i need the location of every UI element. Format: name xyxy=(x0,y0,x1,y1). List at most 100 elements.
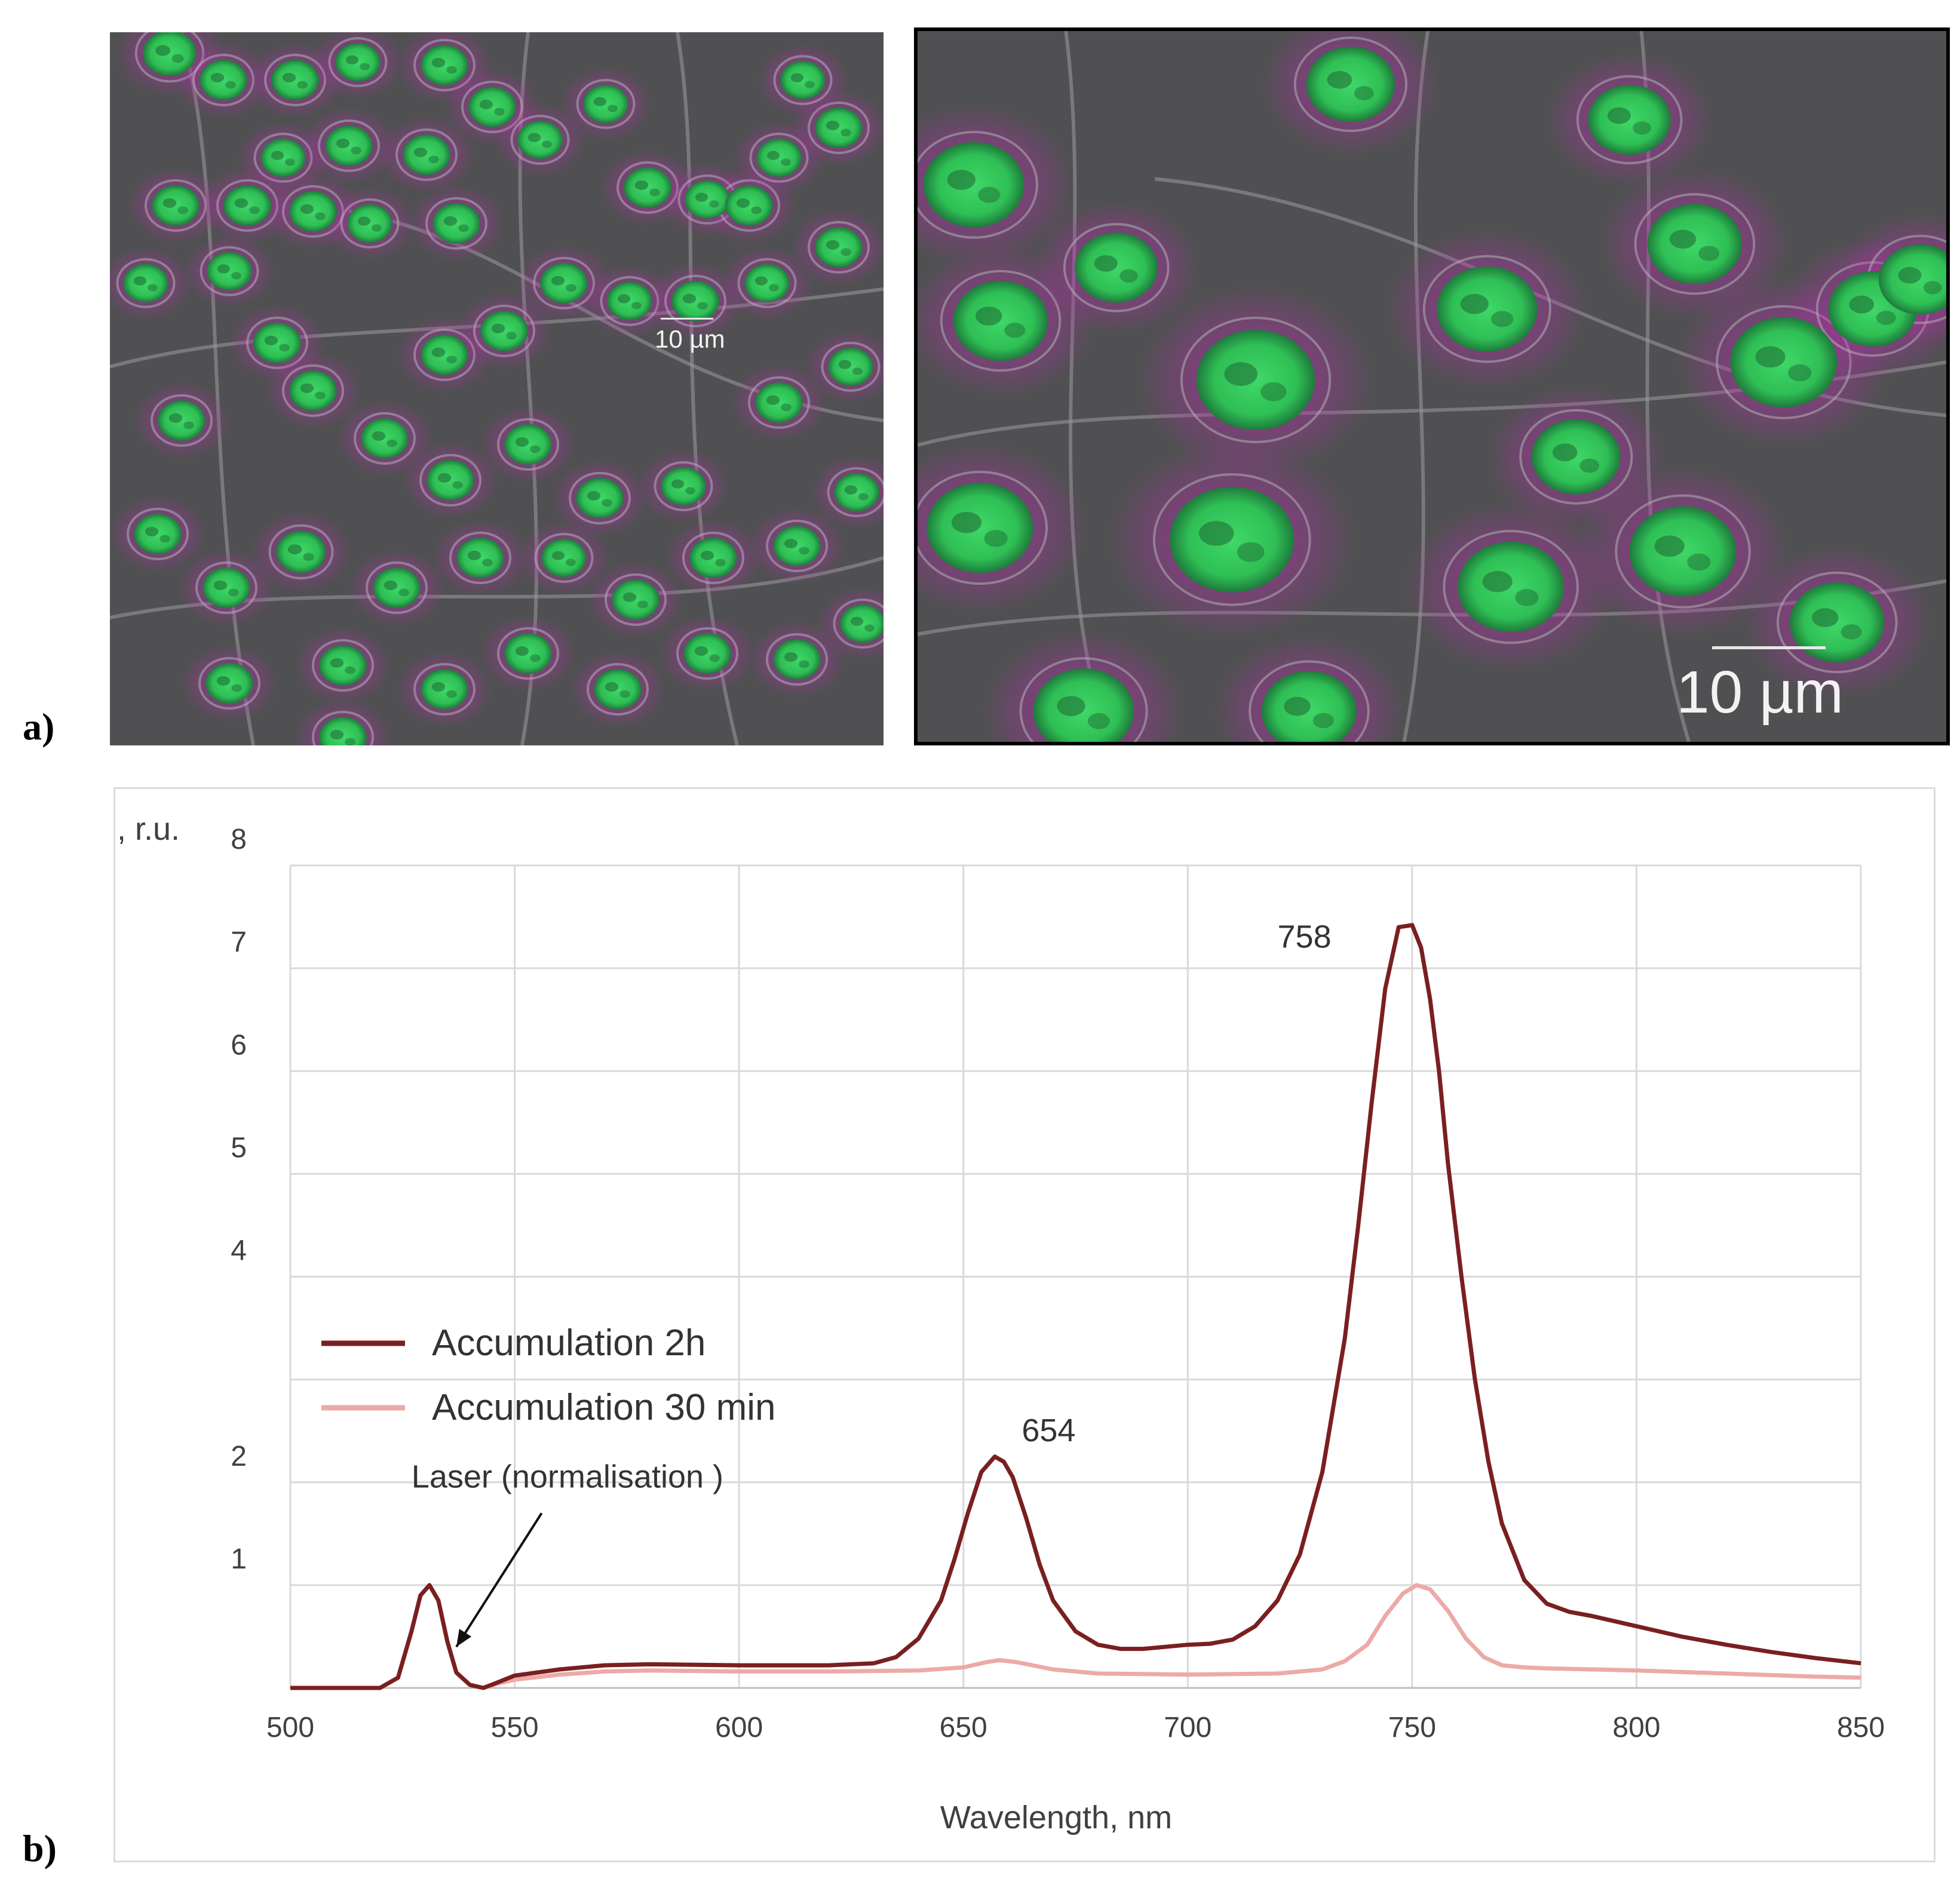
ticks: 500 550 600 650 700 750 800 850 1 2 4 5 6 7 8 xyxy=(231,824,1885,1743)
cell-nucleus xyxy=(504,633,552,674)
cell-nucleus xyxy=(207,251,252,291)
cell-nucleus xyxy=(744,263,790,303)
cell-nucleus xyxy=(773,639,821,680)
cell-nucleus xyxy=(834,472,879,512)
cell-nucleus xyxy=(456,538,504,578)
scale-bar-left-line xyxy=(661,318,713,320)
legend: Accumulation 2h Accumulation 30 min xyxy=(321,1322,776,1428)
x-tick-label: 600 xyxy=(715,1712,763,1743)
cell-nucleus xyxy=(276,530,326,573)
cell-nucleus xyxy=(1170,487,1295,593)
cell-nucleus xyxy=(1629,506,1737,597)
cell-nucleus xyxy=(624,167,671,208)
y-tick-label: 6 xyxy=(231,1029,247,1061)
cell-nucleus xyxy=(594,669,642,710)
cell-nucleus xyxy=(123,263,168,303)
cell-nucleus xyxy=(319,645,367,686)
cell-nucleus xyxy=(433,203,480,244)
cell-nucleus xyxy=(773,526,821,566)
cell-nucleus xyxy=(540,263,588,303)
x-tick-label: 850 xyxy=(1837,1712,1885,1743)
cell-nucleus xyxy=(335,42,381,82)
cell-nucleus xyxy=(271,60,319,100)
cell-nucleus xyxy=(725,185,773,226)
scale-bar-right-line xyxy=(1712,646,1826,649)
cell-nucleus xyxy=(1306,46,1395,122)
panel-label-b: b) xyxy=(23,1827,57,1870)
cell-nucleus xyxy=(1457,541,1565,633)
cell-nucleus xyxy=(780,60,826,100)
x-tick-label: 750 xyxy=(1388,1712,1436,1743)
y-tick-label: 8 xyxy=(231,824,247,855)
cell-nucleus xyxy=(421,669,468,710)
cell-nucleus xyxy=(1075,232,1158,303)
annotation-label: 758 xyxy=(1278,919,1332,955)
annotation-label: Laser (normalisation ) xyxy=(412,1459,723,1494)
cell-nucleus xyxy=(1789,582,1885,663)
cell-nucleus xyxy=(325,125,373,166)
cell-nucleus xyxy=(319,717,367,745)
cell-nucleus xyxy=(1531,419,1621,495)
series-layer xyxy=(290,923,1861,1690)
y-tick-label: 1 xyxy=(231,1543,247,1575)
micrograph-left: 10 µm xyxy=(110,32,884,745)
cell-nucleus xyxy=(689,538,737,578)
cell-nucleus xyxy=(152,185,200,226)
cell-nucleus xyxy=(755,382,803,423)
legend-entry: Accumulation 30 min xyxy=(432,1387,776,1428)
cell-nucleus xyxy=(1588,84,1671,155)
cell-nucleus xyxy=(253,323,301,363)
y-tick-label: 7 xyxy=(231,926,247,958)
cell-nucleus xyxy=(200,60,247,100)
cell-nucleus xyxy=(607,281,652,321)
cell-nucleus xyxy=(480,311,528,351)
x-tick-label: 700 xyxy=(1164,1712,1211,1743)
micrograph-left-image xyxy=(110,32,884,745)
cell-nucleus xyxy=(923,142,1025,228)
cell-nucleus xyxy=(158,400,205,441)
cell-nucleus xyxy=(403,134,450,175)
y-tick-label: 2 xyxy=(231,1441,247,1472)
grid xyxy=(289,864,1862,1689)
cell-nucleus xyxy=(541,538,587,578)
cell-nucleus xyxy=(468,87,516,127)
cell-nucleus xyxy=(1647,204,1743,284)
panel-label-a: a) xyxy=(23,705,55,748)
cell-nucleus xyxy=(1436,266,1538,352)
cell-nucleus xyxy=(612,579,660,620)
annotations: 758 654 Laser (normalisation ) xyxy=(412,919,1332,1648)
cell-nucleus xyxy=(504,424,552,465)
cell-nucleus xyxy=(576,478,624,518)
y-tick-label: 5 xyxy=(231,1132,247,1164)
cell-nucleus xyxy=(671,281,719,321)
cell-nucleus xyxy=(205,663,253,704)
cell-nucleus xyxy=(289,370,337,411)
cell-nucleus xyxy=(685,180,730,219)
cell-nucleus xyxy=(661,466,706,506)
scale-bar-right-label: 10 µm xyxy=(1676,659,1844,726)
cell-nucleus xyxy=(361,418,409,459)
cell-nucleus xyxy=(815,108,863,148)
cell-nucleus xyxy=(134,514,182,554)
scale-bar-left-label: 10 µm xyxy=(655,325,725,353)
cell-nucleus xyxy=(1196,329,1315,431)
cell-nucleus xyxy=(203,567,250,608)
micrograph-right: 10 µm xyxy=(914,27,1950,745)
cell-nucleus xyxy=(683,633,731,674)
laser-arrow xyxy=(455,1512,543,1648)
y-tick-label: 4 xyxy=(231,1235,247,1267)
cell-nucleus xyxy=(347,204,392,243)
cell-nucleus xyxy=(1730,317,1838,408)
legend-entry: Accumulation 2h xyxy=(432,1322,706,1364)
x-tick-label: 650 xyxy=(940,1712,987,1743)
cell-nucleus xyxy=(926,482,1033,573)
cell-nucleus xyxy=(421,45,468,85)
cell-nucleus xyxy=(517,120,563,159)
cell-nucleus xyxy=(427,460,474,501)
cell-nucleus xyxy=(421,334,468,375)
x-tick-label: 800 xyxy=(1612,1712,1660,1743)
cell-nucleus xyxy=(756,138,802,177)
y-axis-title: I, r.u. xyxy=(115,811,180,847)
cell-nucleus xyxy=(373,567,421,608)
